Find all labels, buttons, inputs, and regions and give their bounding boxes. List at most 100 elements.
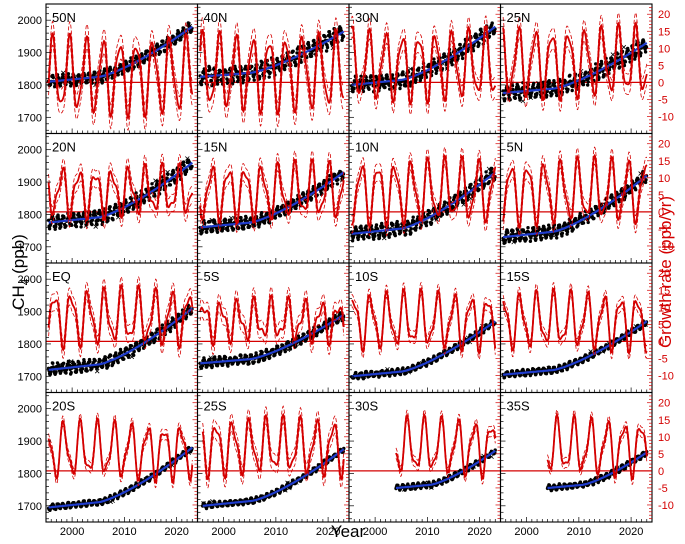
observation-point	[74, 83, 79, 88]
observation-point	[190, 164, 194, 169]
observation-point	[618, 60, 622, 65]
observation-point	[362, 237, 366, 241]
observation-point	[59, 369, 63, 373]
observation-point	[592, 216, 596, 221]
outlier-point	[201, 221, 207, 227]
observation-point	[93, 211, 97, 216]
observation-point	[62, 216, 66, 220]
panel-20n: 20N 1700 1800 1900 2000	[18, 132, 199, 264]
observation-point	[626, 48, 630, 53]
observation-point	[398, 86, 402, 91]
observation-point	[150, 332, 155, 337]
observation-point	[536, 82, 541, 86]
observation-point	[377, 236, 382, 240]
panel-plot-area	[197, 16, 349, 128]
growth-rate-ci-lower	[351, 294, 496, 361]
observation-point	[479, 30, 484, 34]
observation-point	[506, 230, 510, 235]
observation-points	[46, 303, 194, 377]
observation-point	[511, 229, 515, 233]
observation-point	[566, 87, 570, 92]
observation-point	[634, 51, 638, 55]
observation-point	[242, 227, 246, 231]
y-right-tick-label: -10	[658, 241, 674, 253]
growth-rate-ci-upper	[351, 281, 496, 349]
outlier-point	[83, 223, 89, 228]
observation-point	[51, 361, 55, 365]
observation-point	[273, 353, 277, 357]
outlier-point	[185, 156, 190, 161]
panel-plot-area	[46, 20, 198, 132]
y-right-tick-label: 5	[658, 190, 664, 202]
observation-point	[101, 79, 105, 83]
y-left-tick-label: 1900	[18, 48, 42, 60]
observation-point	[451, 58, 455, 62]
observation-point	[340, 38, 344, 42]
observation-point	[47, 227, 52, 231]
observation-point	[79, 370, 84, 374]
growth-rate-mean	[502, 153, 648, 230]
observation-point	[226, 228, 230, 233]
outlier-point	[209, 218, 215, 223]
observation-point	[70, 223, 74, 227]
observation-point	[223, 218, 228, 222]
observation-point	[302, 332, 306, 337]
observation-point	[140, 53, 144, 58]
observation-point	[184, 315, 189, 319]
observation-point	[417, 66, 421, 70]
panel-label: 15S	[507, 269, 530, 284]
outlier-point	[381, 235, 387, 241]
observation-point	[560, 231, 565, 235]
observation-point	[160, 323, 165, 327]
y-right-tick-label: -5	[658, 94, 668, 106]
observation-point	[526, 226, 530, 230]
observation-point	[151, 186, 155, 190]
observation-point	[284, 64, 288, 68]
y-right-tick-label: -5	[658, 353, 668, 365]
observation-point	[200, 364, 205, 368]
panel-plot-area	[197, 150, 349, 236]
observation-point	[503, 97, 507, 101]
observation-point	[200, 77, 205, 81]
growth-rate-mean	[47, 283, 194, 352]
observation-point	[548, 81, 552, 85]
growth-rate-ci-upper	[351, 15, 496, 95]
observation-point	[54, 370, 58, 374]
panel-plot-area	[500, 282, 652, 380]
observation-point	[387, 235, 391, 239]
observation-point	[627, 56, 632, 61]
observation-point	[443, 54, 447, 58]
observation-point	[380, 225, 385, 229]
observation-point	[172, 170, 176, 175]
observation-point	[260, 211, 264, 215]
observation-point	[252, 75, 256, 79]
panel-15s: 15S -10 -5 0 5 10 15 20	[499, 262, 674, 394]
observation-point	[623, 194, 628, 198]
observation-point	[72, 212, 76, 217]
observation-point	[582, 79, 586, 83]
observation-point	[548, 226, 552, 230]
observation-point	[576, 223, 580, 228]
observation-point	[116, 360, 120, 365]
outlier-point	[434, 217, 440, 222]
observation-point	[568, 73, 572, 78]
panel-5n: 5N -10 -5 0 5 10 15 20	[499, 132, 674, 264]
observation-point	[507, 93, 511, 97]
observation-point	[414, 78, 418, 82]
observation-point	[276, 344, 280, 348]
observation-point	[586, 83, 590, 87]
observation-point	[241, 81, 245, 85]
observation-point	[398, 230, 403, 235]
y-right-tick-label: 15	[658, 285, 670, 297]
panel-label: 40N	[204, 10, 228, 25]
observation-point	[545, 233, 549, 237]
observation-point	[283, 349, 287, 354]
growth-rate-mean	[199, 293, 345, 348]
y-left-tick-label: 1700	[18, 242, 42, 254]
panel-plot-area	[46, 153, 198, 231]
observation-point	[156, 327, 160, 331]
observation-point	[219, 69, 223, 74]
observation-point	[461, 52, 466, 56]
observation-point	[391, 222, 395, 227]
observation-point	[301, 192, 306, 196]
